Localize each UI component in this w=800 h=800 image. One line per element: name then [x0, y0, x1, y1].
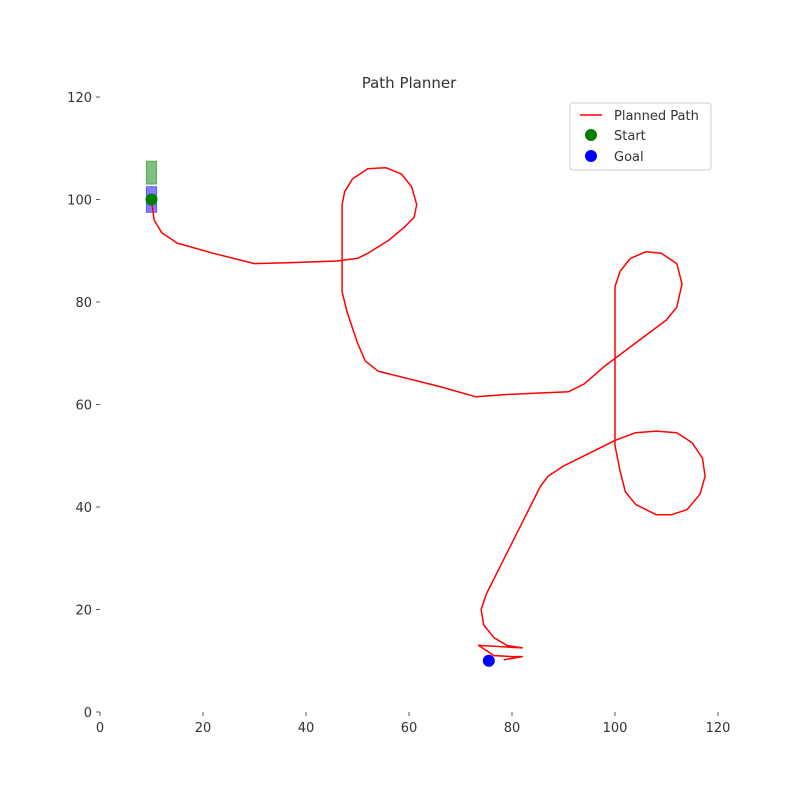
legend-label-goal: Goal: [614, 150, 644, 165]
goal-marker: [482, 654, 495, 667]
legend-label-planned-path: Planned Path: [614, 109, 699, 124]
x-tick-label: 80: [504, 721, 521, 736]
y-tick-label: 80: [75, 296, 92, 311]
plot-area: [100, 97, 718, 712]
series: [145, 166, 706, 667]
legend-label-start: Start: [614, 129, 646, 144]
chart-title: Path Planner: [362, 74, 457, 92]
y-tick-label: 120: [67, 91, 92, 106]
y-tick-label: 20: [75, 604, 92, 619]
axis-ticks: 0 20 40 60 80 100 120 0 20 40 60 80 100 120: [67, 91, 730, 736]
x-tick-label: 40: [298, 721, 315, 736]
y-tick-label: 0: [84, 706, 92, 721]
x-tick-label: 120: [706, 721, 731, 736]
legend: Planned Path Start Goal: [569, 102, 712, 171]
x-tick-label: 60: [401, 721, 418, 736]
y-tick-label: 40: [75, 501, 92, 516]
x-tick-label: 0: [96, 721, 104, 736]
x-tick-label: 20: [195, 721, 212, 736]
start-marker: [145, 193, 158, 206]
planned-path-line: [150, 166, 706, 661]
start-footprint: [145, 160, 158, 185]
legend-goal-marker: [585, 150, 597, 162]
y-tick-label: 60: [75, 399, 92, 414]
legend-start-marker: [585, 129, 597, 141]
legend-box: [569, 102, 712, 171]
x-tick-label: 100: [603, 721, 628, 736]
y-tick-label: 100: [67, 194, 92, 209]
